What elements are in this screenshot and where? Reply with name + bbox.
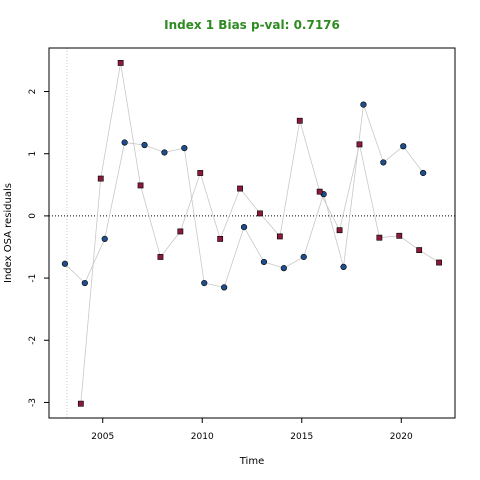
series-1-point [221,284,228,291]
series-2-point [436,259,442,266]
series-2-point [336,227,343,234]
y-tick-label: -2 [28,336,38,345]
y-axis-ticks: -3 -2 -1 0 1 2 [28,89,49,407]
series-1-point [360,101,367,108]
plot-frame [48,47,456,419]
series-2-point [157,254,164,260]
series-1-point [420,169,427,177]
connector-lines [64,62,440,404]
series-1-point [400,143,407,150]
y-axis-label: Index OSA residuals [3,183,14,283]
series-1-point [101,235,108,243]
series-2-point [376,234,383,241]
series-2-point [197,170,204,176]
series-2-point [77,400,84,407]
series-1-point [141,141,148,149]
x-tick-label: 2020 [390,432,413,442]
series-2-point [177,228,184,235]
y-tick-label: -1 [28,274,38,283]
series-1-point [201,279,208,287]
series-2-point [97,175,104,182]
series-1-point [181,145,188,152]
series-2-line [80,62,440,404]
series-1-point [280,265,287,272]
series-2-point [356,141,363,148]
series-2-point [296,117,303,124]
y-tick-label: 2 [28,89,38,95]
y-tick-label: 0 [28,213,38,219]
series-2-point [237,185,243,192]
series-2-point [137,182,144,189]
series-1-point [380,159,387,166]
series-2-point [217,236,224,242]
series-2-point [276,233,283,240]
series-2-point [257,210,263,217]
series-1-point [300,253,307,261]
plot-background [48,47,456,419]
y-tick-label: -3 [28,398,38,407]
chart-title: Index 1 Bias p-val: 0.7176 [164,18,340,32]
series-1-point [340,263,347,270]
x-tick-label: 2015 [290,432,313,442]
series-2-point [416,247,423,254]
series-2-point [396,232,403,239]
series-1-point [121,139,128,146]
series-1-line [64,104,424,288]
x-axis-label: Time [239,456,264,467]
series-2-point [117,60,124,66]
series-1-point [240,223,248,231]
x-axis-ticks: 2005 2010 2015 2020 [91,418,413,442]
series-1-point [81,279,88,287]
y-tick-label: 1 [28,151,38,157]
series-2-point [316,188,323,195]
series-1-point [260,258,268,266]
series-1-point [161,149,168,156]
x-tick-label: 2005 [91,432,114,442]
series-1-point [61,260,69,267]
x-tick-label: 2010 [191,432,214,442]
data-points [61,60,442,407]
